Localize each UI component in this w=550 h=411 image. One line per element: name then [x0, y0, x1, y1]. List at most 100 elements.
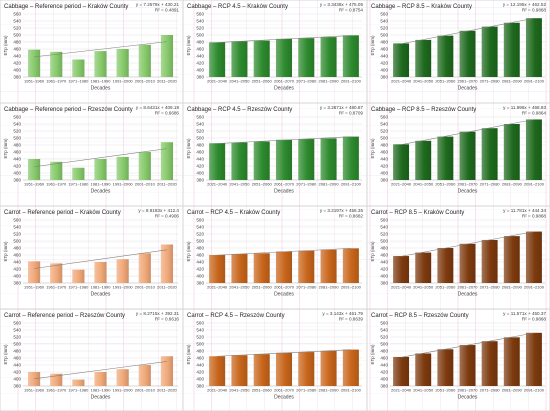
chart-title: Cabbage – RCP 8.5 – Rzeszów County [371, 107, 476, 113]
y-tick-label: 460 [196, 253, 204, 258]
x-tick-label: 2011–2020 [157, 285, 178, 290]
bar [160, 142, 174, 180]
x-axis-title: Decades [458, 292, 478, 298]
x-tick-label: 2041–2050 [229, 182, 250, 187]
x-tick-label: 2051–2060 [435, 285, 456, 290]
y-tick-label: 420 [13, 164, 21, 169]
x-tick-label: 2041–2050 [413, 182, 434, 187]
y-tick-label: 560 [196, 115, 204, 120]
y-tick-label: 440 [196, 260, 204, 265]
x-tick-label: 2041–2050 [229, 79, 250, 84]
x-axis-title: Decades [458, 395, 478, 401]
y-tick-label: 420 [196, 370, 204, 375]
x-tick-label: 2061–2070 [274, 79, 295, 84]
x-tick-label: 2061–2070 [274, 285, 295, 290]
bar [27, 159, 41, 180]
y-tick-label: 460 [380, 253, 388, 258]
y-tick-label: 440 [380, 157, 388, 162]
y-axis-title: ETp (mm) [3, 344, 8, 364]
bar [525, 231, 542, 283]
x-tick-label: 2001–2010 [135, 285, 156, 290]
bar [116, 156, 129, 180]
bar [160, 35, 174, 77]
x-tick-label: 2051–2060 [252, 182, 273, 187]
bar [459, 243, 476, 283]
y-tick-label: 560 [13, 321, 21, 326]
y-tick-label: 400 [380, 377, 388, 382]
x-tick-label: 2071–2080 [296, 285, 317, 290]
bar [437, 35, 454, 77]
y-tick-label: 540 [13, 225, 21, 230]
chart-panel: 380 400 420 440 460 480 500 520 540 560 1951–1960 1… [0, 0, 183, 103]
x-tick-label: 2011–2020 [157, 388, 178, 393]
x-tick-label: 2091–2100 [341, 388, 362, 393]
trendline [217, 349, 351, 357]
x-axis-title: Decades [91, 292, 111, 298]
y-tick-label: 400 [380, 171, 388, 176]
y-tick-label: 440 [196, 157, 204, 162]
y-tick-label: 520 [380, 335, 388, 340]
bar [231, 253, 248, 283]
bar [50, 263, 63, 283]
trendline-equation: y = 8.2715x + 392.31 [136, 311, 180, 316]
chart-title: Carrot – RCP 4.5 – Rzeszów County [187, 313, 285, 319]
trendline [34, 41, 167, 58]
x-tick-label: 1991–2000 [113, 79, 134, 84]
trendline [401, 119, 534, 145]
chart-title: Carrot – RCP 8.5 – Kraków County [371, 210, 464, 216]
bar [275, 139, 293, 180]
y-tick-label: 520 [380, 129, 388, 134]
chart-panel: 380 400 420 440 460 480 500 520 540 560 2021–2040 2… [367, 103, 550, 206]
y-tick-label: 460 [196, 150, 204, 155]
x-tick-label: 2081–2090 [319, 285, 340, 290]
y-tick-label: 540 [196, 19, 204, 24]
x-tick-label: 2001–2010 [135, 388, 156, 393]
y-tick-label: 380 [380, 178, 388, 183]
bar [138, 253, 151, 283]
trendline [34, 361, 167, 380]
x-tick-label: 2051–2060 [435, 182, 456, 187]
bar [50, 373, 63, 386]
y-tick-label: 540 [13, 328, 21, 333]
x-tick-label: 2051–2060 [252, 285, 273, 290]
x-axis-title: Decades [458, 189, 478, 195]
x-tick-label: 1981–1990 [90, 285, 111, 290]
x-tick-label: 2081–2090 [319, 388, 340, 393]
y-tick-label: 500 [13, 33, 21, 38]
r-squared-label: R² = 0.6686 [155, 110, 180, 115]
bar [231, 355, 248, 386]
y-tick-label: 380 [13, 384, 21, 389]
y-tick-label: 420 [380, 61, 388, 66]
chart-panel: 380 400 420 440 460 480 500 520 540 560 2021–2040 2… [183, 0, 367, 103]
y-tick-label: 480 [380, 40, 388, 45]
y-tick-label: 440 [13, 157, 21, 162]
x-axis-title: Decades [91, 189, 111, 195]
x-tick-label: 1951–1960 [24, 79, 45, 84]
y-tick-label: 500 [196, 239, 204, 244]
bar [320, 37, 337, 77]
chart-title: Carrot – RCP 8.5 – Rzeszów County [371, 313, 469, 319]
y-tick-label: 540 [380, 122, 388, 127]
bar [231, 41, 248, 77]
r-squared-label: R² = 0.8709 [339, 110, 364, 115]
y-tick-label: 520 [13, 232, 21, 237]
chart-panel: 380 400 420 440 460 480 500 520 540 560 2021–2040 2… [183, 103, 367, 206]
y-tick-label: 420 [380, 164, 388, 169]
trendline-equation: y = 3.2197x + 456.35 [320, 208, 364, 213]
r-squared-label: R² = 0.4891 [155, 7, 180, 12]
y-tick-label: 400 [13, 274, 21, 279]
y-tick-label: 480 [380, 143, 388, 148]
x-tick-label: 2091–2100 [524, 388, 545, 393]
x-tick-label: 2051–2060 [252, 388, 273, 393]
bar [94, 159, 107, 180]
y-tick-label: 500 [380, 33, 388, 38]
y-tick-label: 500 [196, 33, 204, 38]
r-squared-label: R² = 0.8682 [339, 213, 364, 218]
y-tick-label: 500 [13, 342, 21, 347]
bar [231, 142, 248, 180]
trendline [401, 332, 534, 358]
y-tick-label: 400 [380, 68, 388, 73]
